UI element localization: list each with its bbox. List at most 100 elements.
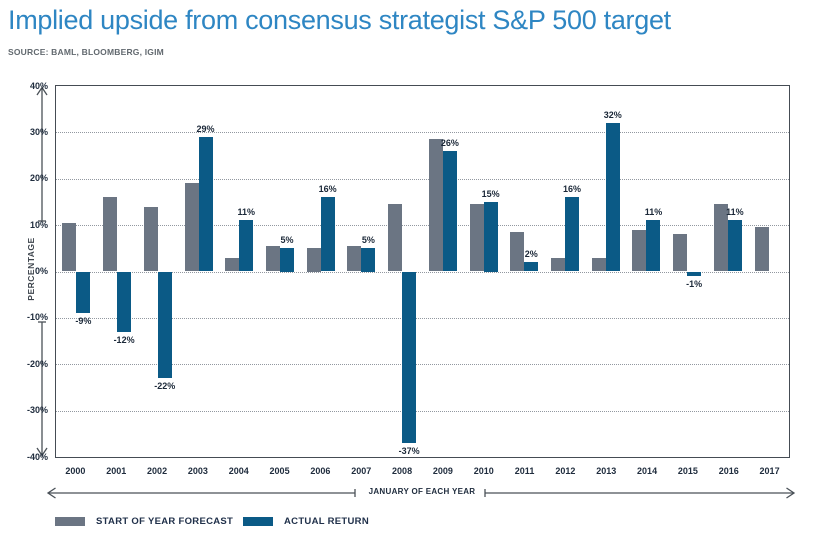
y-tick--10%: -10% — [26, 312, 48, 323]
x-tick-2015: 2015 — [677, 466, 698, 476]
legend-label: ACTUAL RETURN — [284, 516, 369, 527]
x-axis-arrow-icon — [46, 487, 796, 499]
y-tick-30%: 30% — [29, 126, 48, 137]
bar-forecast-2003 — [184, 183, 199, 272]
legend-label: START OF YEAR FORECAST — [96, 516, 234, 527]
bar-value-label-2010: 15% — [481, 188, 500, 199]
bar-forecast-2008 — [388, 204, 403, 272]
x-tick-2009: 2009 — [432, 466, 453, 476]
x-tick-2012: 2012 — [555, 466, 576, 476]
x-tick-2007: 2007 — [351, 466, 372, 476]
gridline-20 — [56, 178, 789, 180]
bar-forecast-2012 — [551, 257, 566, 272]
bar-actual-2013 — [605, 123, 620, 272]
gridline--10 — [56, 317, 789, 319]
x-tick-2008: 2008 — [392, 466, 413, 476]
x-tick-2016: 2016 — [718, 466, 739, 476]
bar-value-label-2006: 16% — [318, 184, 337, 195]
bar-value-label-2001: -12% — [113, 334, 135, 345]
y-tick-20%: 20% — [29, 173, 48, 184]
bar-forecast-2010 — [469, 204, 484, 272]
bar-value-label-2000: -9% — [75, 316, 92, 327]
gridline-30 — [56, 132, 789, 134]
bar-actual-2003 — [198, 137, 213, 272]
bar-forecast-2009 — [428, 139, 443, 272]
bar-forecast-2014 — [632, 229, 647, 272]
bar-value-label-2016: 11% — [726, 207, 744, 218]
gridline-0 — [56, 271, 789, 273]
bar-actual-2004 — [239, 220, 254, 272]
legend-item-forecast: START OF YEAR FORECAST — [55, 516, 233, 527]
bar-value-label-2005: 5% — [280, 235, 294, 246]
bar-actual-2012 — [565, 197, 580, 272]
legend-swatch-icon — [55, 517, 85, 526]
y-axis-arrow-icon — [36, 86, 48, 457]
bar-actual-2005 — [279, 248, 294, 272]
gridline--30 — [56, 410, 789, 412]
bar-forecast-2015 — [673, 234, 688, 272]
x-tick-2001: 2001 — [106, 466, 127, 476]
y-tick--30%: -30% — [26, 405, 48, 416]
legend-item-actual: ACTUAL RETURN — [243, 516, 369, 527]
bar-forecast-2017 — [754, 227, 769, 272]
bar-actual-2010 — [483, 201, 498, 272]
legend-swatch-icon — [243, 517, 273, 526]
x-tick-2005: 2005 — [269, 466, 290, 476]
bar-actual-2015 — [687, 271, 702, 277]
source-note: SOURCE: BAML, BLOOMBERG, IGIM — [8, 47, 164, 57]
bar-forecast-2011 — [510, 232, 525, 272]
bar-actual-2006 — [320, 197, 335, 272]
x-tick-2017: 2017 — [759, 466, 780, 476]
bar-actual-2002 — [157, 271, 172, 379]
page-title: Implied upside from consensus strategist… — [8, 5, 671, 35]
y-tick-10%: 10% — [29, 219, 48, 230]
y-tick-40%: 40% — [29, 80, 48, 91]
bar-value-label-2007: 5% — [361, 235, 375, 246]
bar-forecast-2005 — [265, 245, 280, 272]
bar-forecast-2013 — [591, 257, 606, 272]
bar-forecast-2000 — [62, 222, 77, 272]
x-tick-2011: 2011 — [514, 466, 535, 476]
y-tick-0%: 0% — [34, 266, 48, 276]
bar-actual-2011 — [524, 262, 539, 272]
bar-actual-2016 — [727, 220, 742, 272]
bar-value-label-2003: 29% — [196, 124, 215, 134]
x-axis-title: JANUARY OF EACH YEAR — [368, 487, 476, 496]
bar-forecast-2004 — [225, 257, 240, 272]
x-tick-2013: 2013 — [596, 466, 617, 476]
gridline-10 — [56, 225, 789, 227]
legend: START OF YEAR FORECAST ACTUAL RETURN — [0, 516, 813, 532]
bar-actual-2007 — [361, 248, 376, 272]
bar-forecast-2006 — [306, 248, 321, 272]
bar-value-label-2014: 11% — [644, 207, 663, 218]
gridline--20 — [56, 364, 789, 366]
bar-value-label-2002: -22% — [154, 381, 176, 392]
y-tick--20%: -20% — [26, 358, 48, 369]
plot-area: -9% -12% -22% 29% 11% 5% 16% 5% -37% 26% 15% 2% 16% 3… — [55, 85, 790, 458]
bar-forecast-2016 — [713, 204, 728, 272]
bar-actual-2001 — [117, 271, 132, 332]
bar-forecast-2002 — [143, 206, 158, 272]
x-tick-2003: 2003 — [187, 466, 208, 476]
bar-value-label-2013: 32% — [603, 110, 622, 121]
bar-actual-2014 — [646, 220, 661, 272]
bar-value-label-2015: -1% — [686, 279, 703, 290]
x-tick-2004: 2004 — [228, 466, 249, 476]
x-tick-2002: 2002 — [147, 466, 168, 476]
x-tick-2000: 2000 — [65, 466, 86, 476]
bar-value-label-2012: 16% — [563, 184, 582, 195]
x-tick-2006: 2006 — [310, 466, 331, 476]
bar-forecast-2007 — [347, 245, 362, 272]
y-tick--40%: -40% — [26, 451, 48, 462]
bar-actual-2009 — [442, 150, 457, 272]
bar-value-label-2011: 2% — [524, 249, 538, 260]
bar-actual-2000 — [76, 271, 91, 314]
bar-value-label-2008: -37% — [398, 446, 420, 457]
x-tick-2010: 2010 — [473, 466, 494, 476]
bar-forecast-2001 — [103, 197, 118, 272]
x-tick-2014: 2014 — [637, 466, 658, 476]
bar-value-label-2004: 11% — [237, 207, 256, 218]
bar-value-label-2009: 26% — [440, 137, 459, 148]
bar-actual-2008 — [402, 271, 417, 444]
